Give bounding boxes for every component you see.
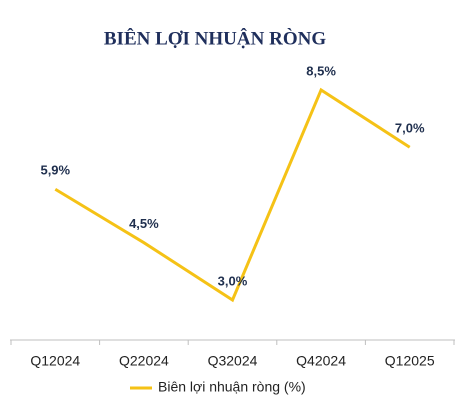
legend-label: Biên lợi nhuận ròng (%) — [158, 379, 306, 395]
data-label: 3,0% — [218, 273, 248, 288]
data-label: 5,9% — [40, 163, 70, 178]
x-tick-label: Q22024 — [119, 353, 169, 369]
x-tick-label: Q12024 — [30, 353, 80, 369]
x-tick-label: Q32024 — [208, 353, 258, 369]
data-label: 7,0% — [395, 121, 425, 136]
data-label: 4,5% — [129, 216, 159, 231]
chart-title: BIÊN LỢI NHUẬN RÒNG — [104, 27, 326, 49]
data-label: 8,5% — [306, 63, 336, 78]
x-tick-label: Q12025 — [385, 353, 435, 369]
line — [54, 87, 411, 303]
x-tick-label: Q42024 — [296, 353, 346, 369]
